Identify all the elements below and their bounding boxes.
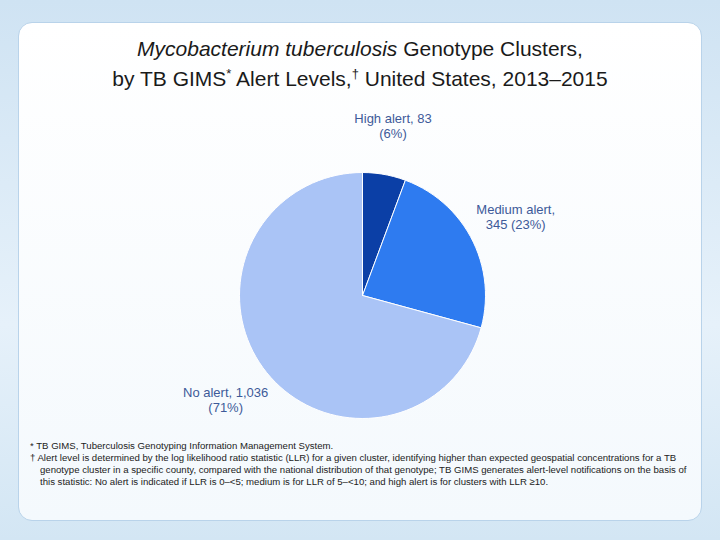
svg-text:High alert, 83(6%): High alert, 83(6%) <box>354 111 431 140</box>
html-text:* TB GIMS, Tuberculosis Genoty: * TB GIMS, Tuberculosis Genotyping Infor… <box>30 440 334 451</box>
html-text:Mycobacterium tuberculosis Gen: Mycobacterium tuberculosis Genotype Clus… <box>137 37 583 60</box>
html-text:† Alert level is determined by: † Alert level is determined by the log l… <box>30 452 687 487</box>
svg-text:No alert, 1,036(71%): No alert, 1,036(71%) <box>183 385 268 414</box>
html-text:by TB GIMS* Alert Levels,† Uni: by TB GIMS* Alert Levels,† United States… <box>112 66 608 90</box>
svg-text:Medium alert,345 (23%): Medium alert,345 (23%) <box>476 202 555 231</box>
